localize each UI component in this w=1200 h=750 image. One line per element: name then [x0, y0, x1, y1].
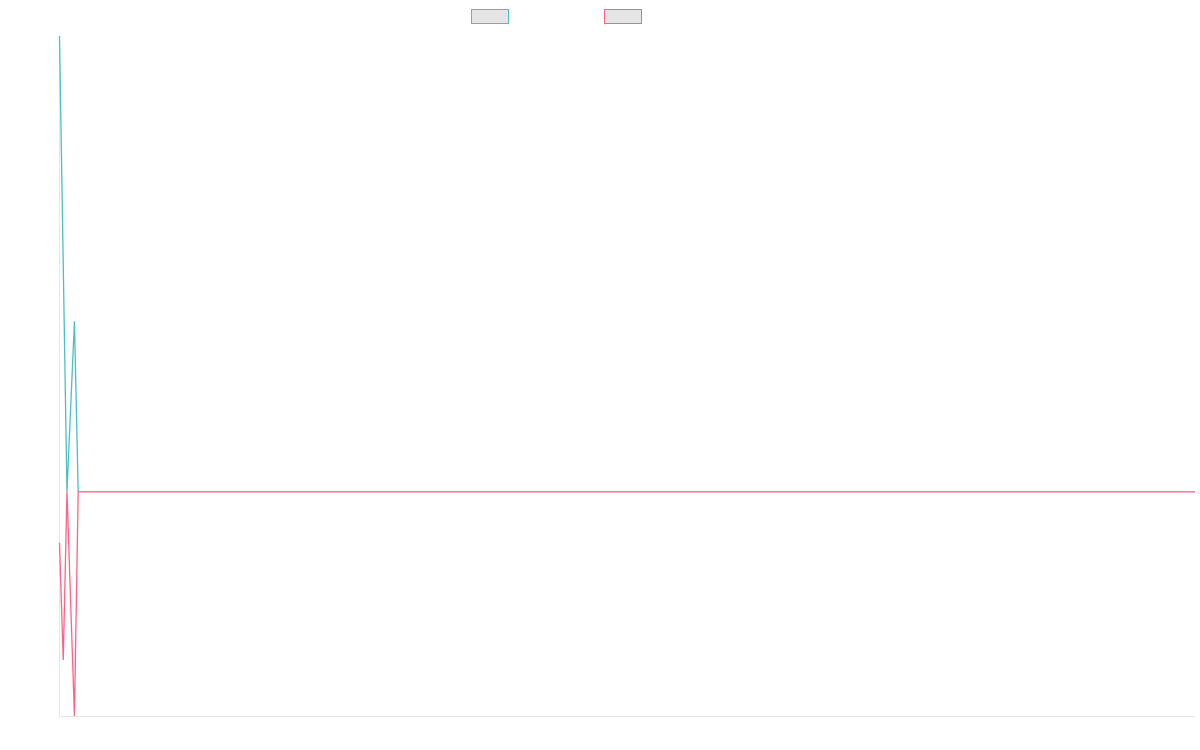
series-2-line [58, 491, 1195, 717]
series-1-line [58, 35, 1195, 493]
legend-item-series-1[interactable] [471, 9, 515, 24]
series-layer [58, 35, 1195, 717]
legend-item-series-2[interactable] [604, 9, 648, 24]
legend-swatch-series-2 [604, 9, 642, 24]
legend-swatch-series-1 [471, 9, 509, 24]
